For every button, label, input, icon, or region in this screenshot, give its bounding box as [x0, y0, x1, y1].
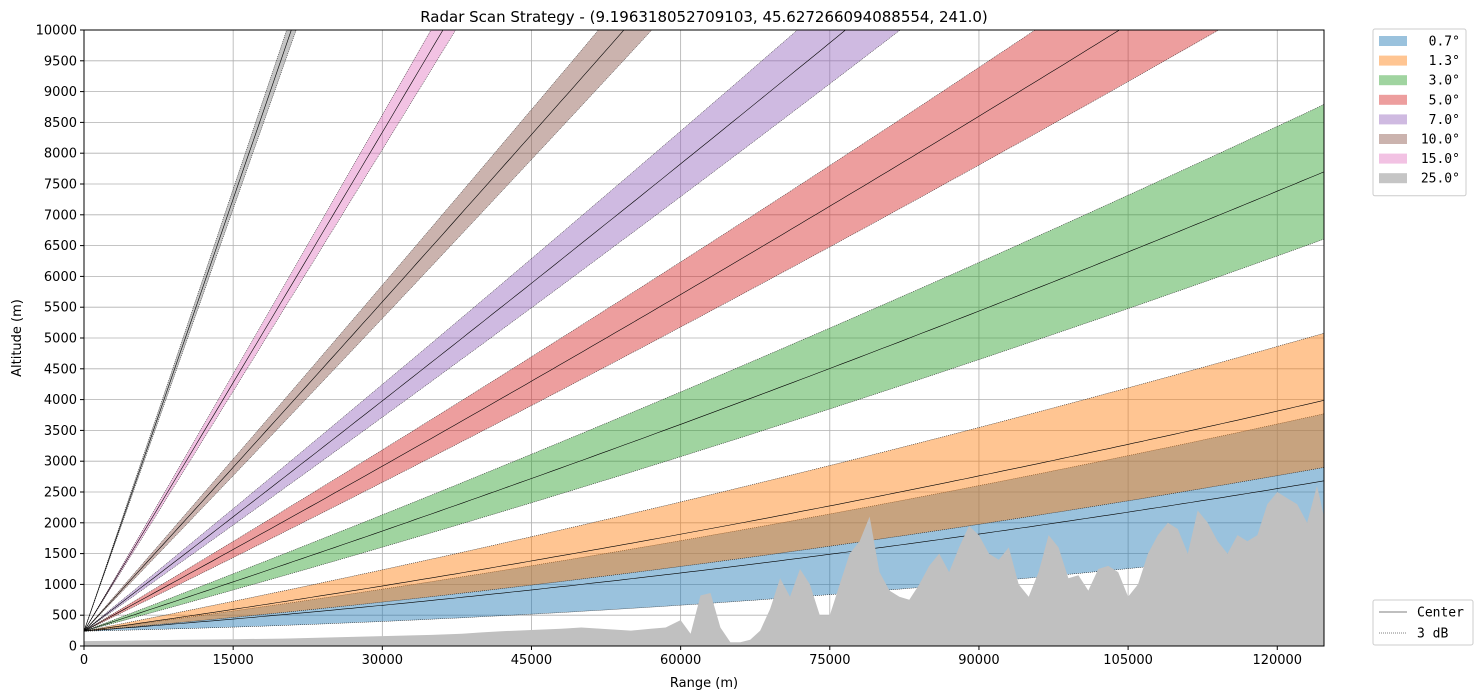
- beam-center-line: [84, 30, 625, 632]
- y-tick-label: 9000: [44, 85, 77, 100]
- legend-label: 5.0°: [1413, 93, 1460, 108]
- x-tick-label: 105000: [1103, 653, 1153, 668]
- x-tick-label: 30000: [362, 653, 403, 668]
- y-tick-label: 2500: [44, 486, 77, 501]
- x-tick-label: 45000: [511, 653, 552, 668]
- legend-swatch: [1379, 75, 1407, 86]
- beams: [84, 30, 1324, 632]
- beam-3db-lower: [84, 467, 1324, 632]
- y-tick-label: 1000: [44, 578, 77, 593]
- legend-frame: [1372, 599, 1474, 646]
- x-tick-label: 15000: [212, 653, 253, 668]
- y-tick-label: 3000: [44, 455, 77, 470]
- legend-label: Center: [1417, 606, 1464, 621]
- beam-center-line: [84, 30, 846, 632]
- legend-swatch: [1379, 134, 1407, 144]
- beam-3db-upper: [84, 30, 432, 632]
- y-axis-label: Altitude (m): [10, 299, 25, 377]
- chart-title: Radar Scan Strategy - (9.196318052709103…: [420, 8, 988, 26]
- y-tick-label: 6000: [44, 270, 77, 285]
- legend-swatch: [1379, 114, 1407, 125]
- y-tick-label: 4000: [44, 393, 77, 408]
- beam-3db-upper: [84, 104, 1324, 632]
- beam-3db-upper: [84, 413, 1324, 632]
- x-axis-label: Range (m): [670, 676, 738, 691]
- y-tick-label: 1500: [44, 547, 77, 562]
- y-tick-label: 8000: [44, 147, 77, 162]
- x-tick-label: 0: [80, 653, 88, 668]
- x-axis: 0 15000 30000 45000 60000 75000 90000 105000 120…: [80, 646, 1302, 668]
- y-tick-label: 7500: [44, 178, 77, 193]
- legend-swatch: [1379, 94, 1407, 105]
- x-tick-label: 120000: [1252, 653, 1302, 668]
- y-tick-label: 5000: [44, 332, 77, 347]
- beam-area: [84, 30, 901, 632]
- y-tick-label: 3500: [44, 424, 77, 439]
- legend-label: 7.0°: [1413, 113, 1460, 128]
- beam-center-line: [84, 30, 292, 632]
- legend-label: 15.0°: [1413, 152, 1460, 167]
- legend-swatch: [1379, 153, 1407, 164]
- beam-3db-upper: [84, 30, 1036, 632]
- beam-area: [84, 30, 652, 632]
- legend-swatch: [1379, 55, 1407, 66]
- legend-label: 0.7°: [1413, 35, 1460, 50]
- y-tick-label: 4500: [44, 362, 77, 377]
- y-axis: 0 500 1000 1500 2000 2500 3000 3500 4000 4500 5000…: [36, 24, 84, 655]
- line-style-legend: Center 3 dB: [1372, 599, 1474, 646]
- beam-center-line: [84, 400, 1324, 632]
- y-tick-label: 5500: [44, 301, 77, 316]
- y-tick-label: 0: [69, 640, 77, 655]
- beam-3db-lower: [84, 30, 297, 632]
- beam-3db-lower: [84, 238, 1324, 632]
- x-tick-label: 90000: [958, 653, 999, 668]
- beam-center-line: [84, 480, 1324, 632]
- y-tick-label: 2000: [44, 516, 77, 531]
- legend-label: 25.0°: [1413, 172, 1460, 187]
- legend-label: 1.3°: [1413, 54, 1460, 69]
- beam-3db-upper: [84, 30, 798, 632]
- y-tick-label: 8500: [44, 116, 77, 131]
- beam-center-line: [84, 30, 444, 632]
- y-tick-label: 7000: [44, 208, 77, 223]
- legend-label: 3 dB: [1417, 627, 1448, 642]
- plot-area: [83, 29, 1325, 647]
- legend-frame: [1372, 28, 1467, 197]
- legend-swatch: [1379, 173, 1407, 184]
- beam-area: [84, 30, 456, 632]
- y-tick-label: 6500: [44, 239, 77, 254]
- legend-label: 3.0°: [1413, 74, 1460, 89]
- y-tick-label: 10000: [36, 24, 77, 39]
- beam-center-line: [84, 171, 1324, 632]
- beam-center-line: [84, 30, 1121, 632]
- y-tick-label: 9500: [44, 54, 77, 69]
- beam-area: [84, 333, 1324, 632]
- beam-area: [84, 30, 1219, 632]
- legend-label: 10.0°: [1413, 133, 1460, 148]
- x-tick-label: 60000: [660, 653, 701, 668]
- elevation-legend: 0.7° 1.3° 3.0° 5.0° 7.0° 10.0° 15.0° 25.…: [1372, 28, 1467, 197]
- terrain-area: [84, 485, 1324, 646]
- beam-3db-lower: [84, 30, 901, 632]
- y-tick-label: 500: [52, 609, 77, 624]
- legend-swatch: [1379, 36, 1407, 46]
- x-tick-label: 75000: [809, 653, 850, 668]
- grid: [83, 29, 1324, 647]
